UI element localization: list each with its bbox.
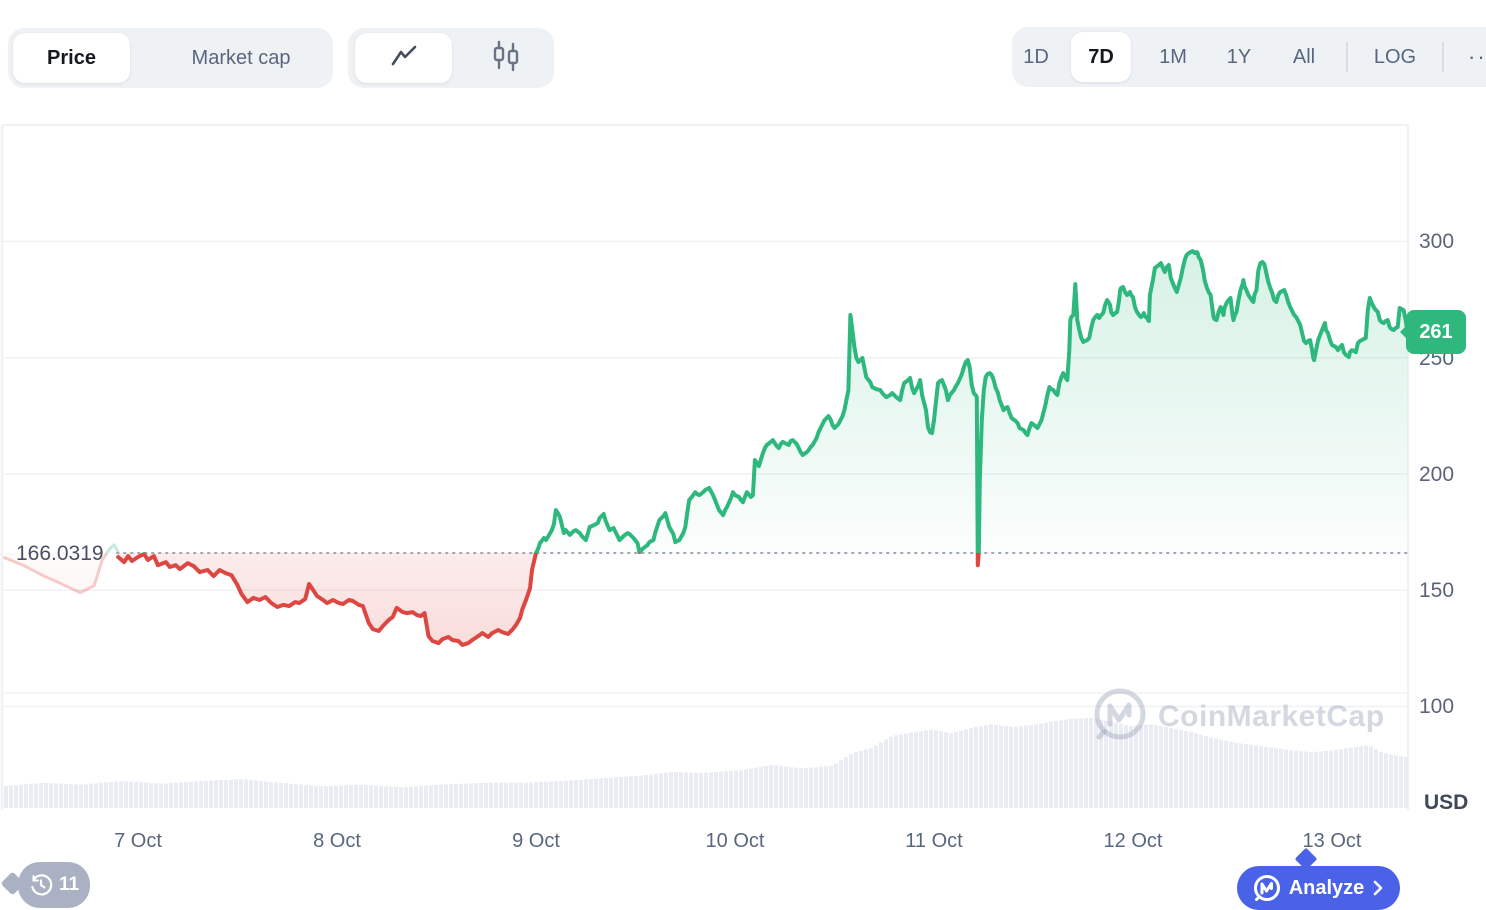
y-axis-label: 150 xyxy=(1419,579,1455,602)
line-chart-button[interactable] xyxy=(355,28,452,88)
chevron-right-icon xyxy=(1372,879,1384,897)
range-1y[interactable]: 1Y xyxy=(1226,46,1252,68)
range-1m[interactable]: 1M xyxy=(1159,46,1187,68)
y-axis-label: 300 xyxy=(1419,230,1455,253)
x-axis-label: 13 Oct xyxy=(1302,830,1362,852)
history-icon xyxy=(29,873,53,897)
history-count: 11 xyxy=(58,874,80,895)
history-button[interactable]: 11 xyxy=(18,862,90,908)
analyze-label: Analyze xyxy=(1288,876,1365,899)
price-tab-highlight xyxy=(13,33,130,83)
y-axis-unit: USD xyxy=(1424,791,1469,814)
x-axis-label: 10 Oct xyxy=(705,830,765,852)
tab-market-cap[interactable]: Market cap xyxy=(191,47,291,69)
current-price-badge: 261 xyxy=(1400,310,1466,354)
candlestick-icon xyxy=(489,40,523,77)
analyze-button[interactable]: Analyze xyxy=(1237,866,1400,910)
more-options-button[interactable]: ··· xyxy=(1460,27,1486,87)
divider xyxy=(1442,42,1444,72)
divider xyxy=(1346,42,1348,72)
line-type-highlight xyxy=(355,33,452,83)
y-axis-label: 200 xyxy=(1419,463,1455,486)
baseline-price-label: 166.0319 xyxy=(16,542,104,565)
x-axis-label: 7 Oct xyxy=(114,830,162,852)
line-chart-icon xyxy=(389,43,419,74)
x-axis-label: 12 Oct xyxy=(1103,830,1163,852)
tab-price[interactable]: Price xyxy=(47,47,96,69)
x-axis-label: 11 Oct xyxy=(905,830,963,852)
chart-type-switcher xyxy=(348,28,554,88)
range-1d[interactable]: 1D xyxy=(1023,46,1049,68)
range-7d[interactable]: 7D xyxy=(1088,46,1114,68)
x-axis-label: 8 Oct xyxy=(313,830,361,852)
range-7d-highlight xyxy=(1071,32,1131,82)
log-scale-button[interactable]: LOG xyxy=(1373,46,1417,68)
range-switcher: 1D 7D 1M 1Y All LOG ··· xyxy=(1012,27,1486,87)
range-all[interactable]: All xyxy=(1292,46,1316,68)
candlestick-button[interactable] xyxy=(464,28,548,88)
x-axis-label: 9 Oct xyxy=(512,830,560,852)
y-axis-label: 100 xyxy=(1419,695,1455,718)
cmc-logo-icon xyxy=(1253,874,1281,902)
more-icon: ··· xyxy=(1468,44,1486,69)
metric-switcher: Price Market cap xyxy=(8,28,333,88)
